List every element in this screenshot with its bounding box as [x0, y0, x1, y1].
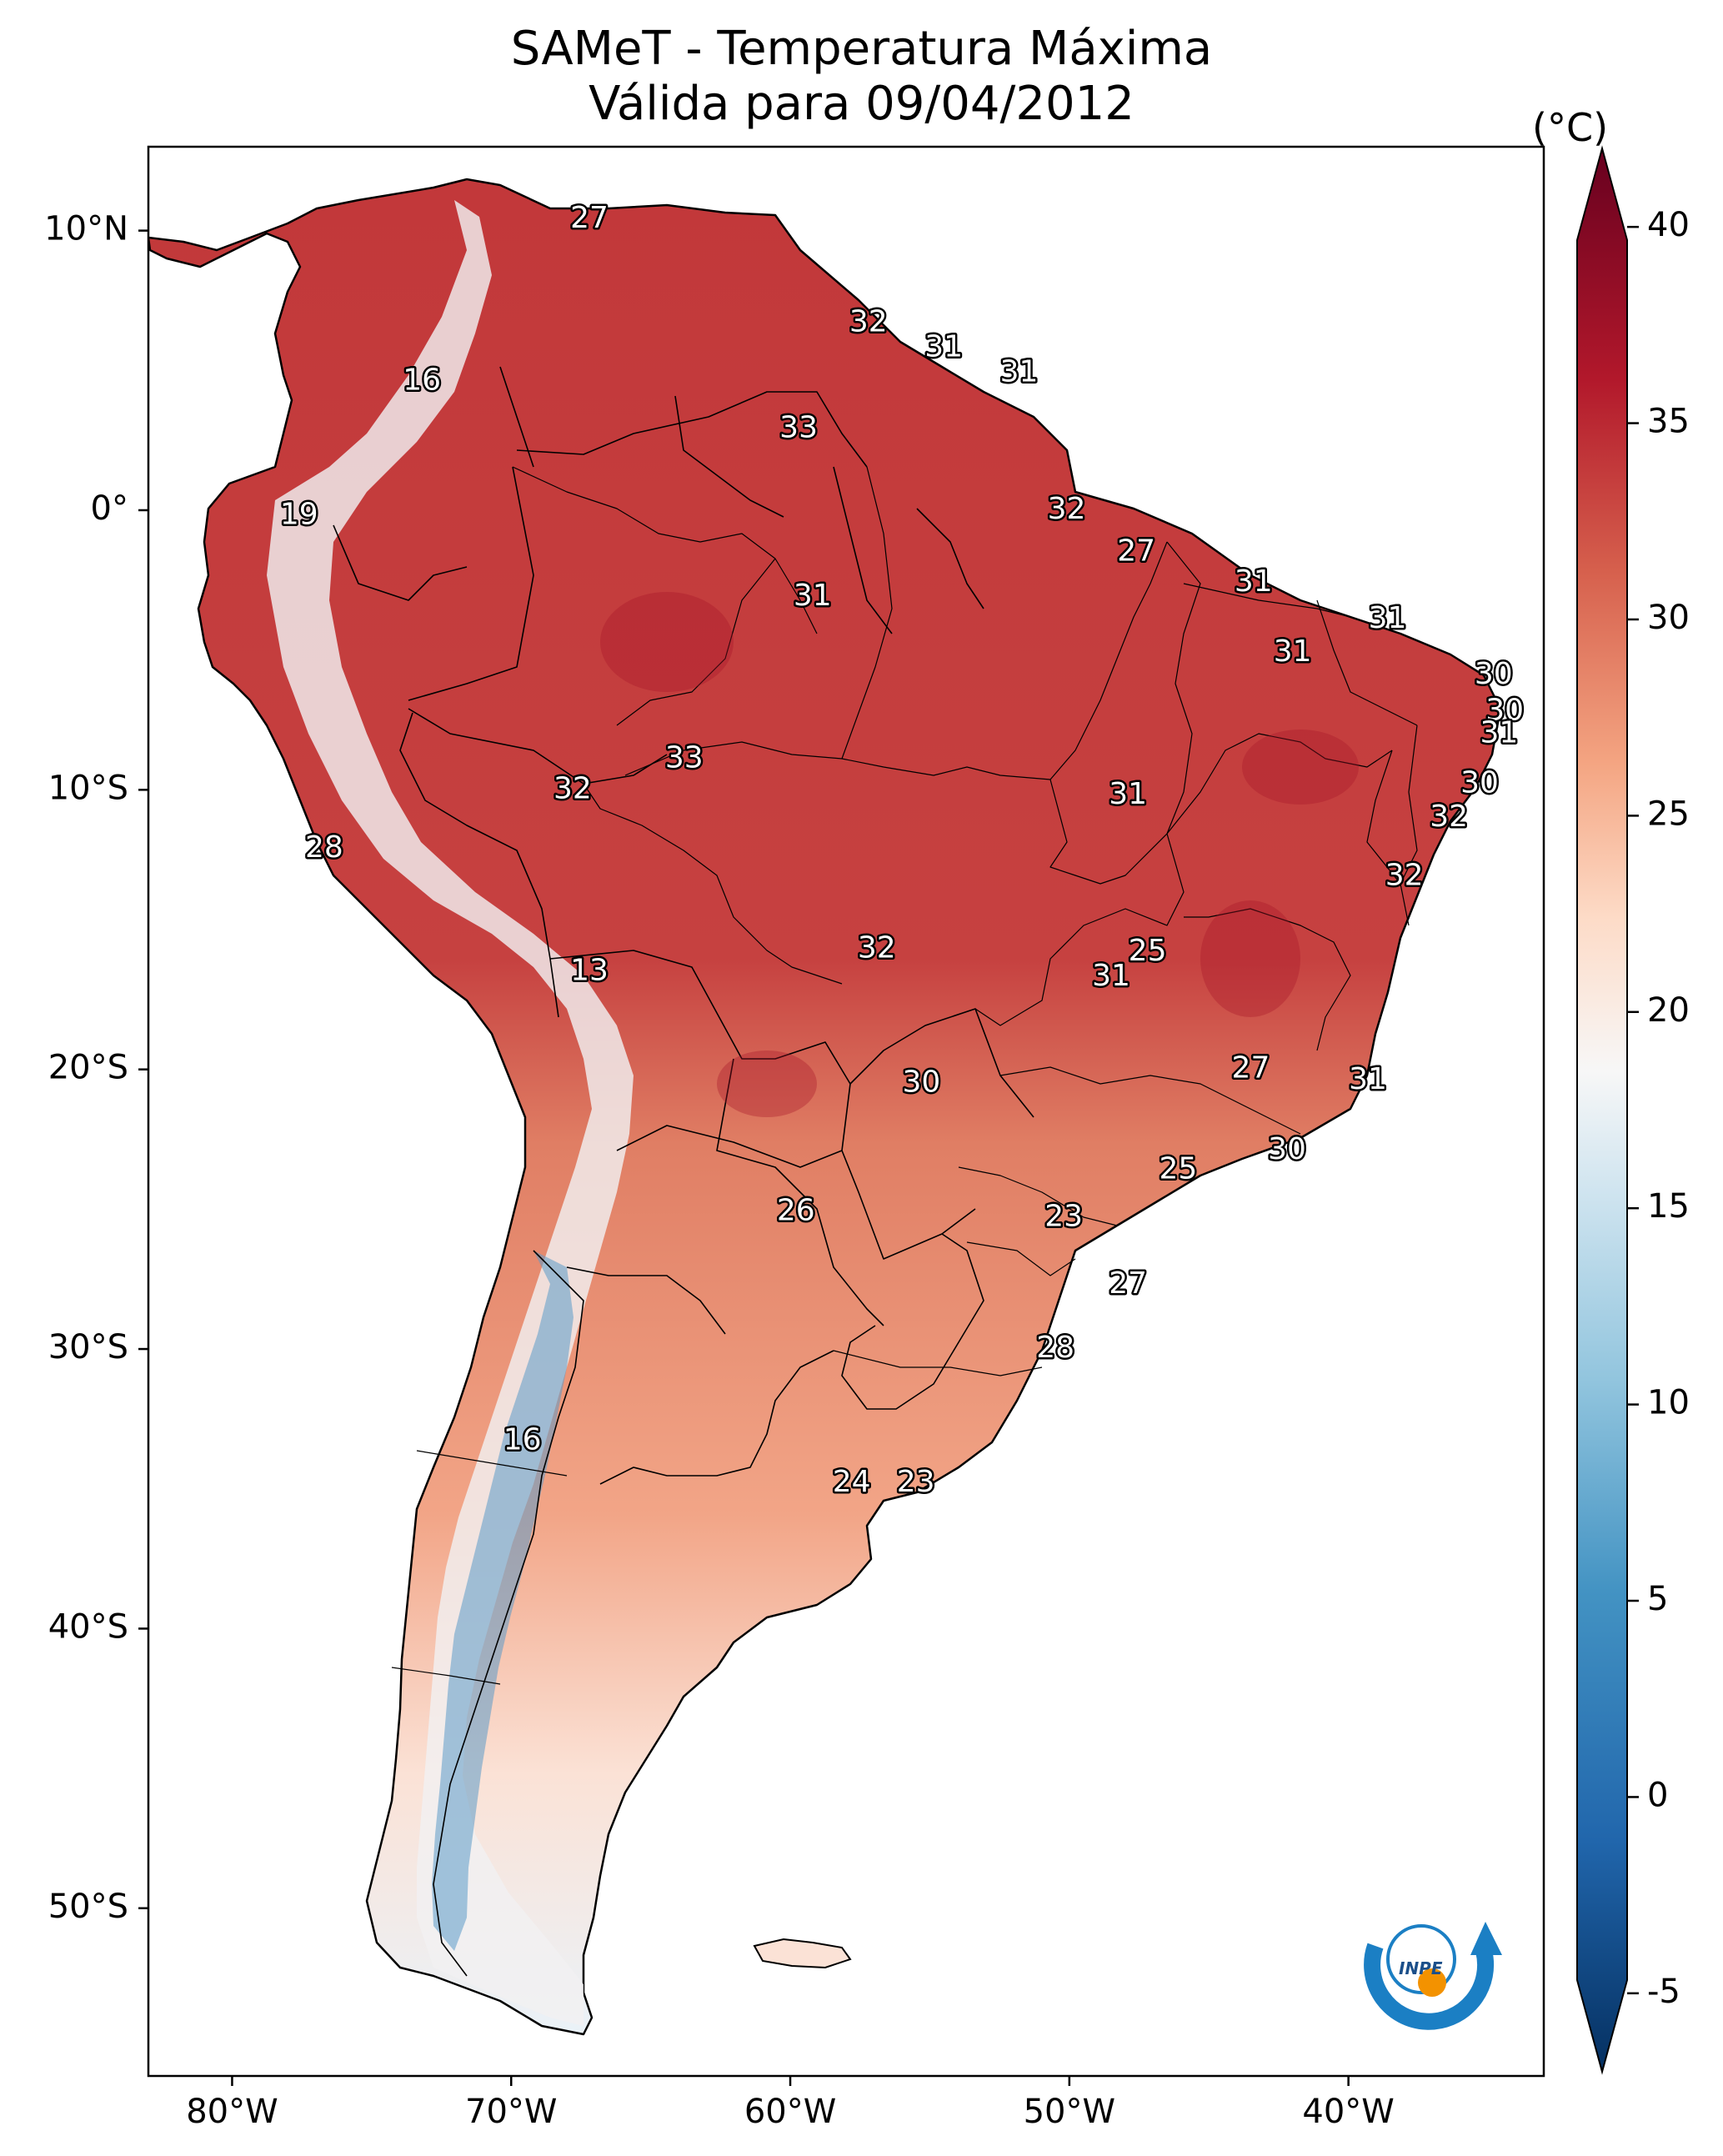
temperature-label: 26 [777, 1194, 815, 1228]
colorbar-tick-label: 40 [1647, 206, 1690, 244]
colorbar-tick-label: 5 [1647, 1580, 1668, 1618]
temperature-label: 32 [1385, 858, 1424, 892]
temperature-label: 27 [1109, 1266, 1147, 1301]
logo-arc-icon [1364, 1943, 1495, 2030]
temperature-label: 16 [503, 1423, 542, 1457]
longitude-axis: 80°W 70°W 60°W 50°W 40°W [186, 2076, 1395, 2131]
temperature-label: 16 [403, 364, 441, 398]
subtitle-line: Válida para 09/04/2012 [589, 77, 1134, 131]
colorbar-tick-label: 30 [1647, 599, 1690, 637]
temperature-label: 23 [897, 1465, 935, 1499]
temperature-label: 31 [794, 579, 832, 613]
lon-tick-label: 80°W [186, 2093, 278, 2131]
temperature-label: 31 [1349, 1062, 1387, 1096]
temperature-label: 30 [902, 1065, 940, 1099]
logo-orbit-icon [1386, 1924, 1456, 1994]
temperature-label: 31 [1274, 634, 1312, 669]
temperature-label: 30 [1460, 766, 1499, 800]
logo-sun-icon [1418, 1968, 1446, 1997]
temperature-label: 31 [1000, 355, 1039, 389]
temperature-label: 27 [1117, 534, 1155, 568]
temperature-label: 13 [570, 953, 609, 987]
colorbar-tick-label: 25 [1647, 795, 1690, 833]
lat-tick-label: 40°S [48, 1607, 128, 1646]
temperature-label: 32 [858, 930, 896, 965]
colorbar-tick-label: 0 [1647, 1776, 1668, 1814]
temperature-label: 25 [1160, 1151, 1198, 1186]
heat-hotspots [600, 592, 1359, 1117]
temperature-label: 31 [1109, 777, 1147, 811]
falkland-islands [753, 1938, 852, 1969]
temperature-label: 25 [1129, 934, 1167, 968]
temperature-label: 24 [833, 1465, 871, 1499]
temperature-label: 27 [570, 201, 609, 235]
temperature-label: 27 [1232, 1051, 1270, 1086]
temperature-label: 32 [849, 304, 888, 338]
temperature-label: 31 [1369, 601, 1407, 635]
temperature-label: 31 [1092, 959, 1130, 993]
lat-tick-label: 20°S [48, 1049, 128, 1087]
internal-borders [391, 466, 1418, 1685]
logo-text: INPE [1399, 1958, 1443, 1978]
andes-cold-core [432, 1251, 573, 1951]
colorbar-tick-label: 15 [1647, 1187, 1690, 1226]
latitude-axis: 10°N 0° 10°S 20°S 30°S 40°S 50°S [44, 210, 148, 1926]
plot-frame [147, 145, 1545, 2078]
lon-tick-label: 70°W [465, 2093, 557, 2131]
map-title: SAMeT - Temperatura Máxima Válida para 0… [0, 22, 1723, 132]
temperature-label: 28 [1036, 1331, 1074, 1365]
logo-arrow-icon [1470, 1922, 1502, 1955]
lat-tick-label: 10°N [44, 210, 128, 248]
lat-tick-label: 0° [91, 489, 128, 528]
temperature-label: 23 [1044, 1199, 1083, 1233]
colorbar-strip [1576, 145, 1628, 2075]
temperature-label: 32 [1048, 492, 1086, 526]
lat-tick-label: 10°S [48, 769, 128, 807]
lat-tick-label: 30°S [48, 1328, 128, 1366]
colorbar-ticks: -5 0 5 10 15 20 25 30 35 40 [1627, 206, 1690, 2011]
title-line: SAMeT - Temperatura Máxima [510, 22, 1213, 76]
country-borders [333, 366, 1034, 1977]
temperature-label: 31 [1235, 564, 1273, 599]
temperature-label: 28 [305, 830, 343, 865]
temperature-label: 32 [553, 771, 592, 805]
lon-tick-label: 40°W [1302, 2093, 1394, 2131]
temperature-label: 30 [1475, 657, 1513, 691]
temperature-label: 19 [280, 498, 318, 532]
andes-highland-zone [267, 200, 634, 2026]
colorbar: -5 0 5 10 15 20 25 30 35 40 [1576, 145, 1690, 2075]
temperature-label: 31 [924, 329, 963, 364]
lon-tick-label: 60°W [744, 2093, 836, 2131]
inpe-logo: INPE [1364, 1922, 1502, 2030]
colorbar-unit: (°C) [1532, 105, 1609, 150]
lat-tick-label: 50°S [48, 1888, 128, 1926]
temperature-label: 33 [665, 740, 704, 775]
colorbar-tick-label: -5 [1647, 1973, 1680, 2011]
temperature-label: 30 [1268, 1132, 1306, 1166]
colorbar-tick-label: 10 [1647, 1384, 1690, 1422]
temperature-label: 33 [779, 411, 818, 445]
temperature-label: 30 [1485, 693, 1524, 727]
colorbar-tick-label: 35 [1647, 403, 1690, 441]
temperature-label: 31 [1480, 715, 1519, 750]
colorbar-tick-label: 20 [1647, 991, 1690, 1030]
temperature-label: 32 [1430, 800, 1468, 834]
lon-tick-label: 50°W [1024, 2093, 1115, 2131]
